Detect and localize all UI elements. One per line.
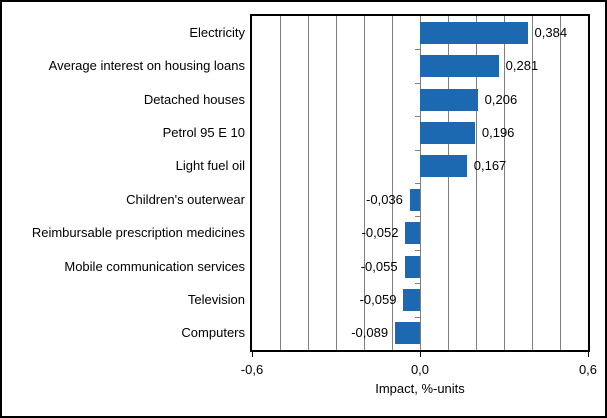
bar — [420, 121, 475, 144]
category-label: Petrol 95 E 10 — [162, 124, 245, 140]
category-label: Television — [187, 291, 245, 307]
zero-axis-tick — [415, 116, 420, 118]
x-tick-label: 0,6 — [578, 362, 598, 377]
gridline — [559, 16, 561, 350]
zero-axis-tick — [415, 216, 420, 218]
category-label: Average interest on housing loans — [48, 58, 245, 74]
gridline — [279, 16, 281, 350]
category-label: Children's outerwear — [126, 191, 245, 207]
category-label: Detached houses — [143, 91, 245, 107]
value-label: -0,052 — [361, 225, 399, 241]
gridline — [363, 16, 365, 350]
bar — [420, 55, 499, 78]
value-label: 0,167 — [473, 158, 507, 174]
gridline — [531, 16, 533, 350]
value-label: -0,059 — [359, 291, 397, 307]
value-label: 0,206 — [484, 91, 518, 107]
x-tick-label: 0,0 — [410, 362, 430, 377]
value-label: 0,384 — [534, 24, 568, 40]
gridline — [335, 16, 337, 350]
value-label: -0,055 — [360, 258, 398, 274]
zero-axis-tick — [415, 183, 420, 184]
x-axis-tick — [419, 352, 421, 357]
category-label: Computers — [181, 325, 245, 341]
gridline — [391, 16, 393, 350]
x-axis-title: Impact, %-units — [375, 381, 465, 396]
category-label: Mobile communication services — [64, 258, 245, 274]
value-label: -0,036 — [366, 191, 403, 207]
category-label: Electricity — [189, 24, 245, 40]
gridline — [447, 16, 449, 350]
gridline — [419, 16, 421, 350]
x-tick-label: -0,6 — [240, 362, 264, 377]
zero-axis-tick — [415, 82, 420, 84]
bar — [420, 21, 528, 44]
plot-area — [250, 14, 590, 352]
gridline — [307, 16, 309, 350]
bar — [404, 255, 420, 278]
bar — [409, 188, 420, 211]
value-label: 0,196 — [481, 124, 515, 140]
gridline — [475, 16, 477, 350]
zero-axis-tick — [415, 49, 420, 51]
bar — [420, 155, 467, 178]
category-label: Reimbursable prescription medicines — [31, 225, 245, 241]
zero-axis-tick — [415, 249, 420, 251]
x-axis-tick — [251, 352, 253, 357]
category-label: Light fuel oil — [175, 158, 245, 174]
zero-axis-tick — [415, 149, 420, 151]
value-label: 0,281 — [505, 58, 539, 74]
gridline — [503, 16, 505, 350]
x-axis-tick — [587, 352, 589, 357]
zero-axis-tick — [415, 316, 420, 318]
zero-axis-tick — [415, 283, 420, 285]
bar — [405, 222, 420, 245]
bar — [420, 88, 478, 111]
value-label: -0,089 — [351, 325, 389, 341]
bar — [403, 288, 420, 311]
bar — [395, 322, 420, 345]
